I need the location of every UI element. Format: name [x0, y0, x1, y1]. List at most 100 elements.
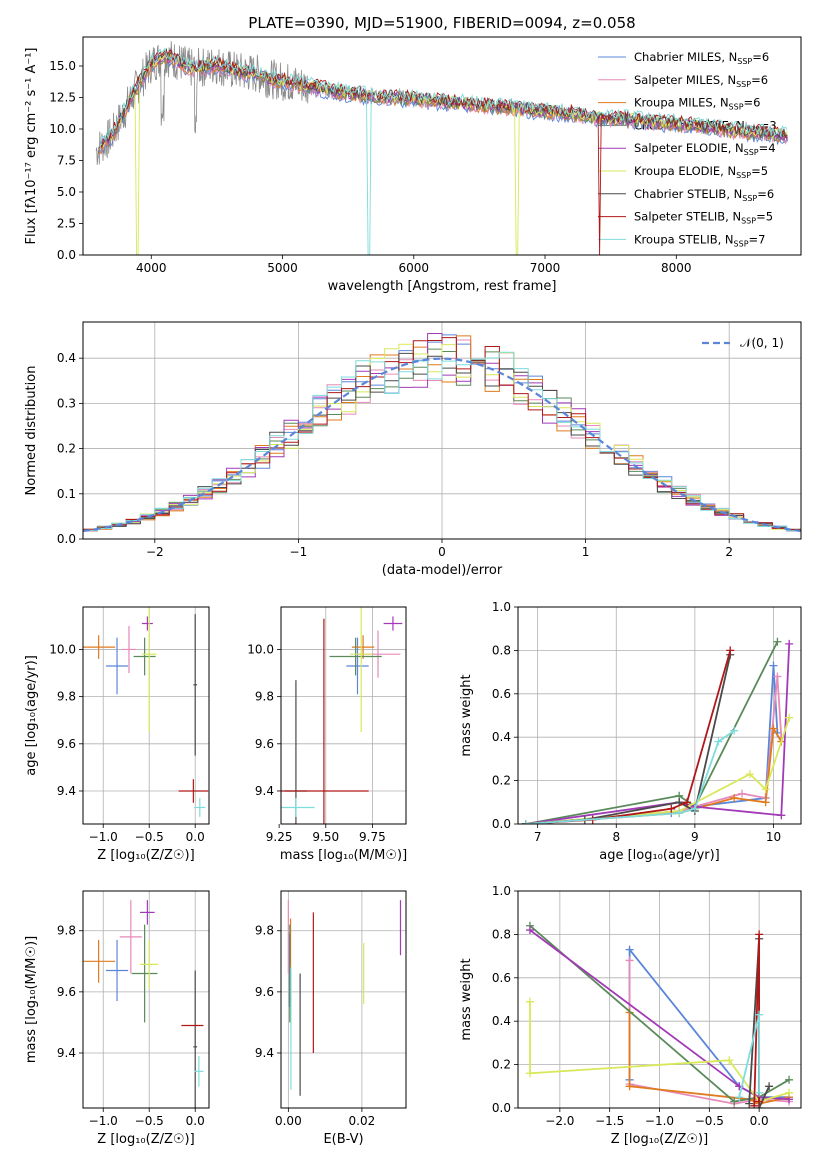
axes-frame — [280, 890, 407, 1109]
mass-weight-line — [529, 925, 790, 1103]
y-tick-label: 0.2 — [492, 774, 511, 788]
mass-weight-marker — [525, 926, 534, 935]
plot-area-mass_vs_ebv — [281, 891, 406, 1108]
normal-reference-curve — [83, 357, 801, 533]
y-tick-label: 15.0 — [49, 59, 76, 73]
mass-weight-marker — [761, 785, 770, 794]
x-tick-label: −0.5 — [695, 1114, 724, 1128]
mass-weight-marker — [725, 1056, 734, 1065]
mass-weight-marker — [785, 1088, 794, 1097]
mass-weight-marker — [730, 726, 739, 735]
plot-area-weight_vs_age — [518, 607, 801, 824]
mass-weight-marker — [675, 809, 684, 818]
y-tick-label: 7.5 — [57, 153, 76, 167]
x-tick-label: 0.02 — [349, 1114, 376, 1128]
axes-frame — [280, 606, 407, 825]
panel-residuals: −2 −1 0 1 2 0.0 0.1 0.2 0.3 0.4 (data-model)/error… — [24, 321, 802, 578]
x-tick-label: 0 — [438, 545, 446, 559]
mass-weight-marker — [625, 956, 634, 965]
y-tick-label: 5.0 — [57, 185, 76, 199]
y-tick-label: 9.6 — [255, 737, 274, 751]
mass-weight-marker — [755, 1010, 764, 1019]
mass-weight-marker — [525, 1069, 534, 1078]
x-tick-label: 4000 — [136, 261, 167, 275]
y-tick-label: 9.6 — [57, 985, 76, 999]
mass-weight-marker — [785, 713, 794, 722]
y-tick-label: 9.4 — [255, 784, 274, 798]
mass-weight-line — [525, 641, 779, 824]
y-axis-label: mass [log₁₀(M/M☉)] — [24, 936, 39, 1063]
plot-area-spectrum — [95, 41, 788, 255]
model-spectrum-line — [98, 47, 788, 255]
y-tick-label: 10.0 — [49, 122, 76, 136]
x-tick-label: −1.0 — [89, 1114, 118, 1128]
x-tick-label: 5000 — [267, 261, 298, 275]
panel-spectrum: 4000 5000 6000 7000 8000 0.0 2.5 5.0 7.5 10.0 12.5… — [24, 36, 802, 294]
mass-weight-marker — [730, 793, 739, 802]
mass-weight-line — [525, 725, 783, 824]
figure-title: PLATE=0390, MJD=51900, FIBERID=0094, z=0… — [248, 14, 635, 32]
mass-weight-marker — [730, 1097, 739, 1106]
y-tick-label: 0.6 — [492, 971, 511, 985]
y-tick-label: 0.8 — [492, 927, 511, 941]
y-tick-label: 2.5 — [57, 216, 76, 230]
y-tick-label: 10.0 — [49, 642, 76, 656]
y-tick-label: 0.1 — [57, 487, 76, 501]
x-tick-label: 8 — [612, 830, 620, 844]
panel-weight_vs_Z: −2.0 −1.5 −1.0 −0.5 0.0 0.0 0.2 0.4 0.6 0.8 1.0 Z [… — [459, 884, 802, 1147]
x-axis-label: E(B-V) — [323, 1132, 363, 1147]
y-tick-label: 0.2 — [57, 442, 76, 456]
axes-frame — [82, 321, 802, 540]
y-tick-label: 0.2 — [492, 1058, 511, 1072]
x-tick-label: 10 — [766, 830, 781, 844]
x-tick-label: 9.75 — [359, 830, 386, 844]
panel-age_vs_mass: 9.25 9.50 9.75 9.4 9.6 9.8 10.0 mass [log₁₀(M/M… — [247, 606, 407, 863]
x-tick-label: 7 — [534, 830, 542, 844]
mass-weight-marker — [625, 1082, 634, 1091]
x-tick-label: 6000 — [399, 261, 430, 275]
y-tick-label: 9.8 — [57, 924, 76, 938]
x-tick-label: 9 — [691, 830, 699, 844]
legend-entry: Salpeter MILES, NSSP=6 — [634, 73, 768, 89]
residual-histogram — [83, 337, 801, 530]
y-tick-label: 0.4 — [57, 351, 76, 365]
x-axis-label: Z [log₁₀(Z/Z☉)] — [97, 1132, 194, 1147]
y-tick-label: 1.0 — [492, 884, 511, 898]
x-tick-label: 0.0 — [750, 1114, 769, 1128]
mass-weight-marker — [755, 1097, 764, 1106]
x-tick-label: 0.0 — [186, 830, 205, 844]
y-tick-label: 10.0 — [247, 642, 274, 656]
mass-weight-marker — [714, 737, 723, 746]
y-axis-label: Flux [fλ10⁻¹⁷ erg cm⁻² s⁻¹ A⁻¹] — [24, 48, 39, 245]
mass-weight-marker — [745, 770, 754, 779]
legend-entry: Kroupa ELODIE, NSSP=5 — [634, 164, 768, 180]
mass-weight-marker — [750, 1101, 759, 1108]
legend-entry: Kroupa MILES, NSSP=6 — [634, 96, 760, 112]
axes-frame — [82, 36, 802, 256]
mass-weight-marker — [755, 930, 764, 939]
x-tick-label: 7000 — [530, 261, 561, 275]
x-tick-label: 0.00 — [275, 1114, 302, 1128]
y-tick-label: 0.0 — [57, 532, 76, 546]
mass-weight-marker — [777, 811, 786, 820]
y-tick-label: 0.0 — [57, 248, 76, 262]
mass-weight-marker — [755, 1088, 764, 1097]
x-tick-label: 0.0 — [186, 1114, 205, 1128]
legend-entry: Chabrier STELIB, NSSP=6 — [634, 187, 774, 203]
y-axis-label: mass weight — [459, 674, 474, 756]
mass-weight-line — [525, 643, 791, 824]
x-tick-label: 1 — [582, 545, 590, 559]
x-axis-label: (data-model)/error — [382, 563, 503, 578]
mass-weight-marker — [769, 724, 778, 733]
y-axis-label: mass weight — [459, 958, 474, 1040]
axes-frame — [82, 890, 210, 1109]
x-tick-label: −2.0 — [545, 1114, 574, 1128]
y-tick-label: 9.4 — [57, 1046, 76, 1060]
mass-weight-marker — [761, 798, 770, 807]
legend-entry: Kroupa STELIB, NSSP=7 — [634, 232, 765, 248]
y-tick-label: 9.8 — [255, 690, 274, 704]
y-tick-label: 9.6 — [255, 985, 274, 999]
x-axis-label: Z [log₁₀(Z/Z☉)] — [611, 1132, 708, 1147]
x-tick-label: 9.50 — [312, 830, 339, 844]
